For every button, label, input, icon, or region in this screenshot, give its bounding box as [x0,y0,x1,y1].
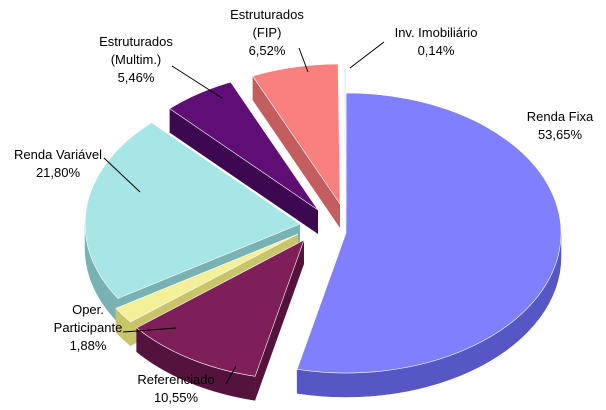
leader-line-6 [349,41,385,69]
slice-face-2-1 [115,234,298,333]
slices-layer [84,63,562,401]
leader-line-1 [225,365,237,385]
slice-label-0-0: Renda Fixa [527,109,594,124]
slice-value-label-2: 1,88% [70,338,107,353]
slice-label-4-0: Estruturados [99,34,173,49]
slice-3 [84,122,301,299]
slice-face-5-0 [252,76,340,228]
leader-line-5 [298,47,309,73]
slice-label-5-0: Estruturados [230,7,304,22]
leader-line-2 [122,327,177,333]
leader-line-4 [171,65,223,99]
slice-6 [343,67,347,209]
slice-2 [115,233,299,323]
slice-value-label-6: 0,14% [418,43,455,58]
slice-label-6-0: Inv. Imobiliário [395,25,478,40]
slice-value-label-0: 53,65% [538,127,583,142]
slice-5 [252,63,341,205]
slice-value-label-5: 6,52% [249,43,286,58]
slice-label-4-1: (Multim.) [111,52,162,67]
slice-value-label-4: 5,46% [118,70,155,85]
slice-label-3-0: Renda Variável [14,147,102,162]
labels-layer: Renda Fixa 53,65% Referenciado 10,55% Oper. P… [14,7,594,405]
slice-1 [136,239,305,377]
slice-0 [296,92,562,374]
slice-face-4-0 [169,108,318,234]
slice-face-1-0 [255,240,304,401]
slice-label-2-1: Participante [54,320,123,335]
slice-4 [169,81,319,211]
slice-label-5-1: (FIP) [253,25,282,40]
slice-label-1-0: Referenciado [137,372,214,387]
slice-value-label-1: 10,55% [154,390,199,405]
slice-label-2-0: Oper. [72,302,104,317]
leader-line-3 [103,157,141,193]
slice-value-label-3: 21,80% [36,165,81,180]
